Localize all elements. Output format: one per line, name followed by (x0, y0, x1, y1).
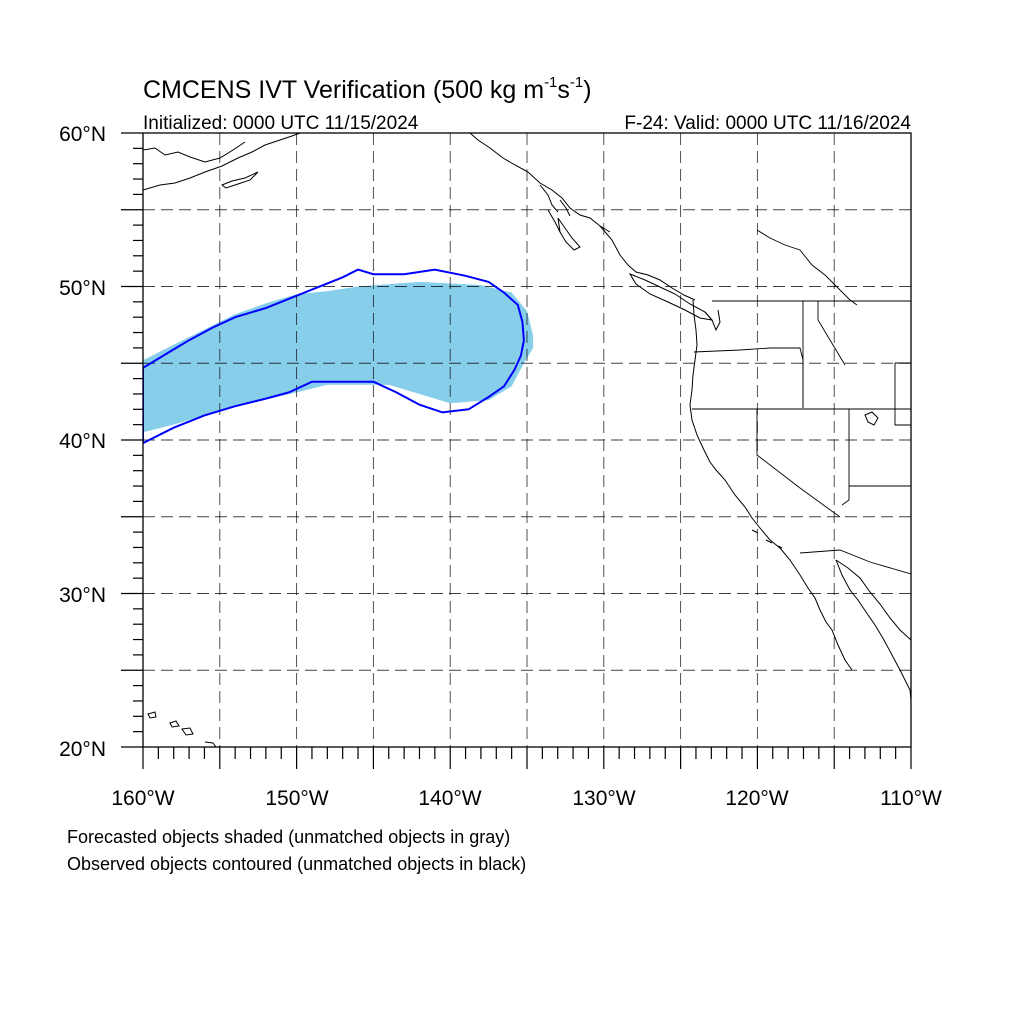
hawaii-island-2 (169, 720, 180, 728)
mainland-mexico-coast (835, 559, 911, 641)
lon-label-140w: 140°W (418, 787, 481, 810)
lat-label-20n: 20°N (59, 738, 106, 761)
utah-east-border (894, 362, 911, 426)
idaho-border (802, 301, 846, 408)
lat-label-30n: 30°N (59, 584, 106, 607)
forecast-object-shade (143, 281, 534, 433)
channel-islands (751, 529, 783, 549)
lon-label-160w: 160°W (111, 787, 174, 810)
observed-object-layer (143, 268, 525, 445)
us-west-coast (689, 299, 853, 671)
alaska-coastline-west (143, 141, 246, 163)
initialized-time: Initialized: 0000 UTC 11/15/2024 (143, 113, 419, 134)
haida-gwaii (557, 217, 581, 251)
lon-label-110w: 110°W (880, 787, 942, 810)
bc-coast (599, 225, 696, 301)
map-title: CMCENS IVT Verification (500 kg m-1s-1) (143, 74, 592, 104)
alaska-panhandle (469, 133, 611, 233)
axis-ticks (121, 132, 912, 769)
valid-time: F-24: Valid: 0000 UTC 11/16/2024 (624, 113, 911, 134)
hawaii-island-4 (204, 741, 217, 747)
puget-sound (704, 309, 721, 332)
lon-label-120w: 120°W (725, 787, 788, 810)
forecast-footnote: Forecasted objects shaded (unmatched obj… (67, 827, 510, 847)
observed-object-contour (143, 268, 525, 445)
nevada-east-border (841, 409, 850, 506)
baja-inner-coast (835, 559, 911, 701)
coastline-layer (143, 133, 911, 747)
lat-label-60n: 60°N (59, 123, 106, 146)
hawaii-island-3 (181, 727, 194, 736)
mexico-border (799, 549, 911, 575)
lon-label-150w: 150°W (265, 787, 328, 810)
canada-rockies (756, 229, 858, 306)
wa-or-border (693, 347, 804, 408)
lat-label-50n: 50°N (59, 277, 106, 300)
lat-label-40n: 40°N (59, 430, 106, 453)
forecast-object-layer (143, 281, 534, 433)
alaska-coastline (143, 133, 301, 191)
hawaii-island-1 (147, 711, 157, 719)
nevada-california-border (756, 409, 841, 518)
lat-lon-grid (143, 133, 911, 747)
lon-label-130w: 130°W (572, 787, 635, 810)
observed-footnote: Observed objects contoured (unmatched ob… (67, 854, 526, 874)
map-plot-area (143, 133, 911, 747)
panhandle-islands (539, 184, 571, 233)
great-salt-lake (864, 411, 879, 426)
vancouver-island (628, 272, 714, 321)
kodiak-island (220, 171, 259, 189)
